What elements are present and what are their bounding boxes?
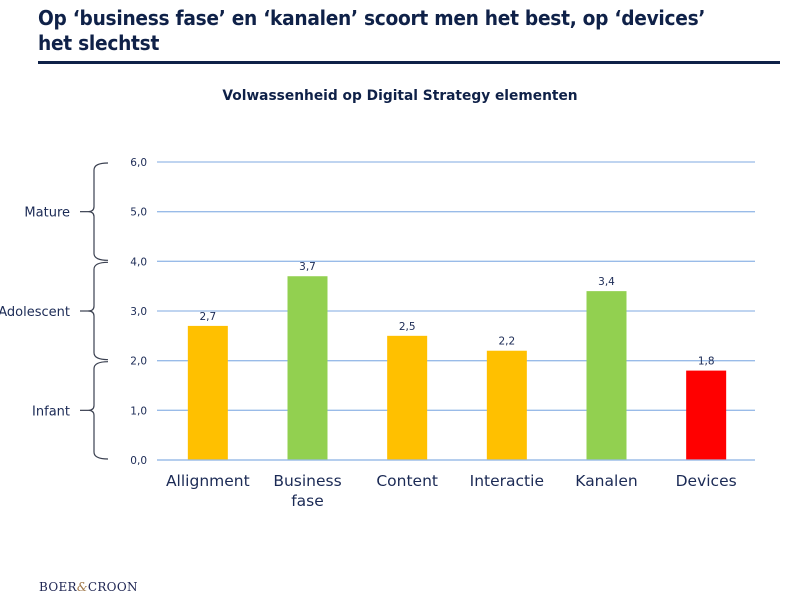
maturity-brace <box>87 361 109 460</box>
data-label: 2,5 <box>399 321 416 333</box>
bar <box>586 291 627 460</box>
y-tick-label: 5,0 <box>130 207 147 219</box>
data-label: 1,8 <box>698 356 715 368</box>
x-tick-label: Allignment <box>166 472 250 490</box>
logo-ampersand: & <box>76 580 88 594</box>
chart-title: Volwassenheid op Digital Strategy elemen… <box>222 88 578 104</box>
x-tick-label-line: Interactie <box>470 472 544 490</box>
y-tick-label: 3,0 <box>130 306 147 318</box>
company-logo: BOER&CROON <box>39 580 138 594</box>
x-tick-label-line: Business <box>273 472 341 490</box>
x-tick-label: Content <box>376 472 438 490</box>
bar <box>686 370 727 460</box>
logo-left-text: BOER <box>39 580 77 594</box>
maturity-label: Mature <box>24 206 70 221</box>
title-divider <box>38 61 780 64</box>
bar <box>187 325 228 460</box>
y-tick-label: 2,0 <box>130 356 147 368</box>
maturity-brace <box>87 261 109 361</box>
data-label: 3,4 <box>598 276 615 288</box>
bar <box>387 335 428 460</box>
bar <box>486 350 527 460</box>
y-tick-label: 6,0 <box>130 157 147 169</box>
x-tick-label: Kanalen <box>575 472 637 490</box>
x-tick-label-line: Content <box>376 472 438 490</box>
y-tick-label: 0,0 <box>130 455 147 467</box>
x-tick-label-line: Devices <box>676 472 737 490</box>
slide-title: Op ‘business fase’ en ‘kanalen’ scoort m… <box>38 6 706 55</box>
x-tick-label-line: Kanalen <box>575 472 637 490</box>
maturity-brace <box>87 162 109 261</box>
x-tick-label: Interactie <box>470 472 544 490</box>
logo-right-text: CROON <box>87 580 138 594</box>
maturity-label: Adolescent <box>0 305 70 320</box>
data-label: 2,7 <box>199 311 216 323</box>
x-tick-label-line: fase <box>291 492 324 510</box>
y-tick-label: 1,0 <box>130 405 147 417</box>
maturity-label: Infant <box>32 404 70 419</box>
y-tick-label: 4,0 <box>130 256 147 268</box>
x-tick-label: Business fase <box>273 472 341 510</box>
bar <box>287 276 328 460</box>
data-label: 2,2 <box>498 336 515 348</box>
x-tick-label-line: Allignment <box>166 472 250 490</box>
x-tick-label: Devices <box>676 472 737 490</box>
data-label: 3,7 <box>299 261 316 273</box>
